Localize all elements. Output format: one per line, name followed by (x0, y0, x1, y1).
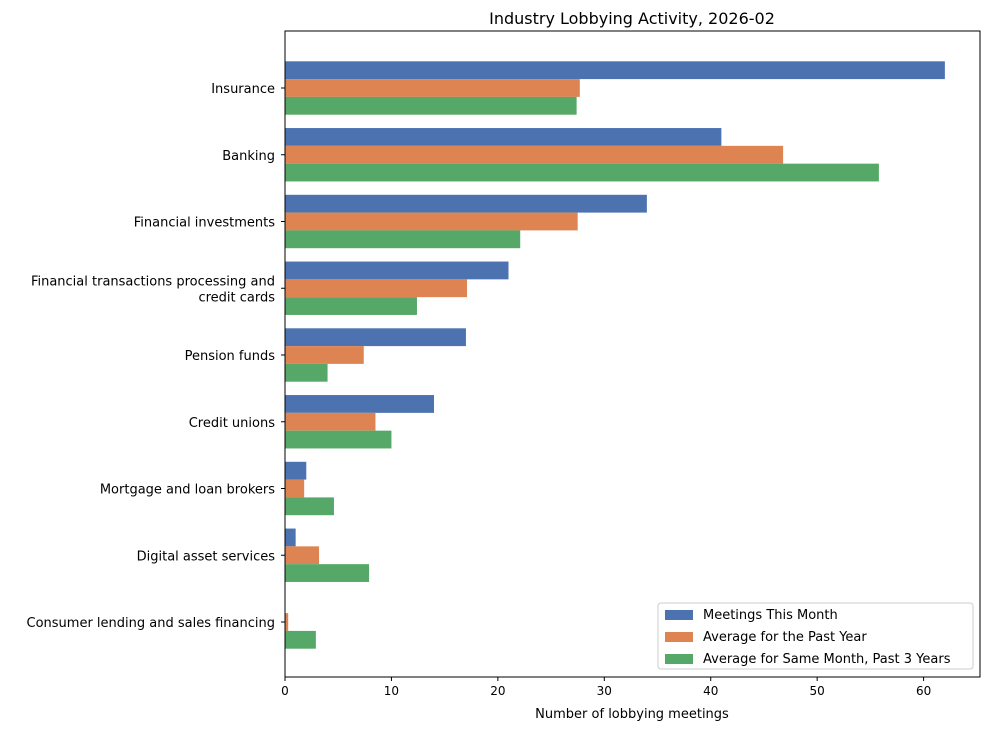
bar-0-6 (285, 461, 307, 480)
bar-2-0 (285, 96, 577, 115)
y-tick-label: Digital asset services (137, 549, 276, 564)
legend: Meetings This Month Average for the Past … (657, 602, 974, 670)
legend-label: Meetings This Month (703, 608, 838, 623)
bar-2-8 (285, 630, 316, 649)
chart-title: Industry Lobbying Activity, 2026-02 (489, 9, 775, 28)
legend-swatch (665, 654, 693, 664)
bar-1-5 (285, 412, 376, 431)
y-tick-label: Pension funds (185, 349, 276, 364)
bar-1-7 (285, 546, 320, 565)
bar-2-4 (285, 363, 328, 382)
bar-2-5 (285, 430, 392, 449)
bar-1-1 (285, 145, 784, 164)
x-axis-label: Number of lobbying meetings (535, 707, 729, 722)
bar-0-7 (285, 528, 296, 547)
legend-label: Average for the Past Year (703, 630, 867, 645)
bar-1-8 (285, 613, 289, 631)
bar-1-2 (285, 212, 578, 231)
bar-2-7 (285, 564, 370, 582)
x-tick-label: 40 (703, 684, 718, 698)
x-tick-label: 0 (281, 684, 289, 698)
y-tick-label: Credit unions (189, 416, 276, 431)
bar-0-2 (285, 194, 647, 213)
x-tick-label: 60 (916, 684, 931, 698)
y-tick-label: Mortgage and loan brokers (100, 483, 275, 498)
legend-swatch (665, 632, 693, 642)
bar-1-4 (285, 346, 364, 364)
bar-0-1 (285, 128, 722, 146)
x-tick-label: 20 (490, 684, 505, 698)
plot-frame (284, 30, 981, 678)
bar-2-1 (285, 163, 879, 182)
y-tick-label: Financial transactions processing and (31, 274, 275, 289)
y-tick-label: Banking (222, 149, 275, 164)
bar-1-3 (285, 279, 467, 298)
legend-label: Average for Same Month, Past 3 Years (703, 652, 951, 667)
y-tick-label: Insurance (211, 82, 275, 97)
y-tick-label: Consumer lending and sales financing (27, 616, 276, 631)
y-tick-label: Financial investments (134, 216, 275, 231)
x-tick-label: 30 (597, 684, 612, 698)
x-tick-label: 10 (384, 684, 399, 698)
legend-box (657, 602, 974, 670)
bar-0-3 (285, 261, 509, 280)
legend-swatch (665, 610, 693, 620)
x-tick-label: 50 (810, 684, 825, 698)
bar-2-2 (285, 230, 521, 249)
y-tick-label: credit cards (198, 290, 275, 305)
bar-2-3 (285, 297, 417, 315)
bar-1-6 (285, 479, 305, 498)
bar-2-6 (285, 497, 334, 516)
bar-0-5 (285, 395, 435, 413)
bar-0-0 (285, 61, 945, 80)
bar-1-0 (285, 79, 580, 97)
bar-0-4 (285, 328, 466, 347)
